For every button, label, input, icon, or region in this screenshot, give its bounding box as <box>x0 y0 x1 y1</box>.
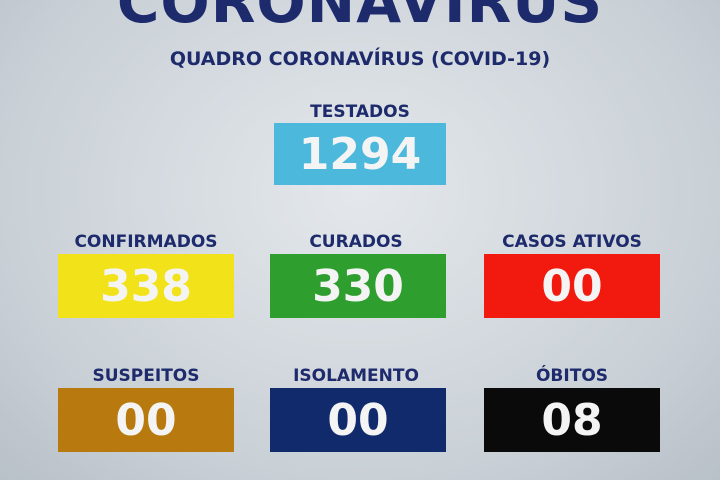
confirmados-label: CONFIRMADOS <box>74 232 218 252</box>
isolamento-value: 00 <box>270 388 446 452</box>
obitos-label: ÓBITOS <box>535 366 609 386</box>
confirmados-value: 338 <box>58 254 234 318</box>
main-title: CORONAVÍRUS <box>116 0 604 36</box>
obitos-value: 08 <box>484 388 660 452</box>
testados-label: TESTADOS <box>310 102 410 122</box>
suspeitos-value: 00 <box>58 388 234 452</box>
casos-ativos-label: CASOS ATIVOS <box>502 232 642 252</box>
casos-ativos-value: 00 <box>484 254 660 318</box>
curados-value: 330 <box>270 254 446 318</box>
testados-value: 1294 <box>274 123 446 185</box>
subtitle: QUADRO CORONAVÍRUS (COVID-19) <box>169 48 551 70</box>
isolamento-label: ISOLAMENTO <box>293 366 419 386</box>
suspeitos-label: SUSPEITOS <box>92 366 200 386</box>
curados-label: CURADOS <box>309 232 403 252</box>
